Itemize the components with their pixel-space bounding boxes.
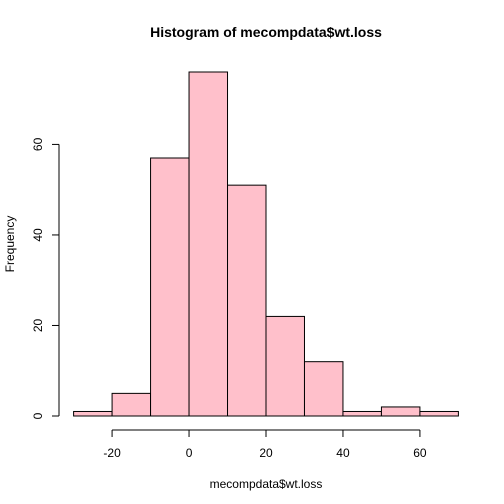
histogram-bar [380,406,421,417]
chart-title: Histogram of mecompdata$wt.loss [150,24,382,40]
bars-group [73,71,459,417]
histogram-bar [265,315,305,417]
y-tick-label: 40 [31,228,45,242]
histogram-bar [73,410,113,417]
histogram-bar [419,410,459,417]
histogram-bar [188,71,229,417]
x-tick-label: 40 [336,446,350,460]
y-axis: 0 20 40 60 [31,137,60,419]
histogram-bar [303,361,344,417]
x-tick-label: -20 [103,446,121,460]
y-tick-label: 60 [31,137,45,151]
x-tick-label: 20 [259,446,273,460]
y-tick-label: 20 [31,318,45,332]
x-axis-label: mecompdata$wt.loss [210,477,323,491]
histogram-bar [227,184,267,417]
y-tick-label: 0 [31,412,45,419]
x-tick-label: 60 [413,446,427,460]
histogram-bar [150,157,190,417]
x-axis: -20 0 20 40 60 [103,429,427,460]
x-tick-label: 0 [186,446,193,460]
histogram-bar [111,392,152,417]
histogram-bar [342,410,382,417]
y-axis-label: Frequency [3,216,17,273]
